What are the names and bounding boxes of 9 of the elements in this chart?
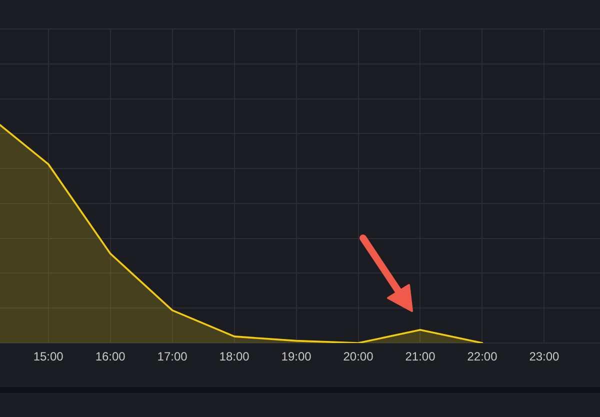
- x-tick-label: 17:00: [157, 350, 188, 364]
- x-tick-label: 20:00: [343, 350, 374, 364]
- x-tick-label: 22:00: [467, 350, 498, 364]
- x-tick-label: 23:00: [529, 350, 560, 364]
- x-tick-label: 16:00: [95, 350, 126, 364]
- x-tick-label: 18:00: [219, 350, 250, 364]
- x-tick-label: 19:00: [281, 350, 312, 364]
- x-tick-label: 15:00: [33, 350, 64, 364]
- x-tick-label: 21:00: [405, 350, 436, 364]
